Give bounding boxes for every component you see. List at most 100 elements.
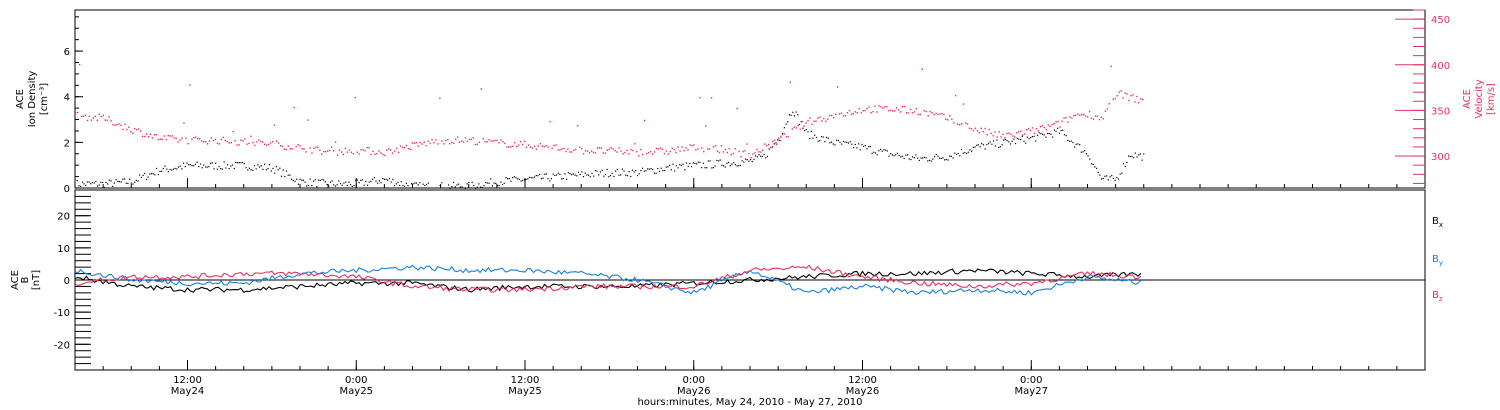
velocity-point <box>726 151 729 154</box>
velocity-point <box>199 138 201 140</box>
density-point <box>1038 132 1040 134</box>
density-point <box>1031 136 1034 138</box>
date-tick-label-4: May26 <box>846 386 879 397</box>
density-point <box>1106 175 1108 177</box>
density-point <box>493 182 495 184</box>
density-point <box>841 143 843 145</box>
velocity-point <box>628 153 630 155</box>
velocity-point <box>439 97 441 99</box>
density-point <box>638 173 640 175</box>
velocity-point <box>139 130 142 132</box>
density-point <box>793 115 796 117</box>
velocity-point <box>1018 131 1020 133</box>
velocity-point <box>1010 133 1012 135</box>
density-point <box>697 161 699 163</box>
velocity-point <box>630 148 632 151</box>
velocity-point <box>622 153 624 155</box>
velocity-point <box>945 118 947 121</box>
density-point <box>405 182 407 185</box>
date-tick-label-0: May24 <box>171 386 204 397</box>
velocity-point <box>541 145 543 147</box>
velocity-point <box>531 147 534 149</box>
density-point <box>736 165 738 167</box>
density-point <box>439 184 441 187</box>
velocity-point <box>937 113 939 116</box>
density-point <box>731 163 733 165</box>
density-point <box>704 167 706 169</box>
velocity-point <box>632 149 634 152</box>
velocity-point <box>744 150 746 152</box>
density-point <box>328 185 330 187</box>
density-point <box>804 129 806 132</box>
density-point <box>329 181 332 183</box>
density-point <box>220 167 222 170</box>
velocity-point <box>167 134 169 137</box>
density-point <box>208 166 210 168</box>
density-point <box>451 186 453 188</box>
density-point <box>606 168 608 171</box>
time-tick-label-1: 0:00 <box>345 375 367 386</box>
velocity-point <box>297 143 299 146</box>
velocity-point <box>116 124 118 126</box>
legend-bx-label: B <box>1432 216 1439 227</box>
velocity-point <box>913 111 916 113</box>
density-point <box>1020 138 1022 141</box>
density-point <box>198 166 200 168</box>
velocity-point <box>941 112 943 115</box>
density-point <box>1077 143 1079 145</box>
velocity-point <box>636 151 638 153</box>
density-point <box>895 154 897 156</box>
density-point <box>1013 138 1015 140</box>
field-series-by <box>74 264 1142 296</box>
velocity-point <box>935 112 937 115</box>
velocity-point <box>130 130 132 133</box>
velocity-point <box>405 144 408 147</box>
velocity-point <box>584 150 587 152</box>
velocity-point <box>403 147 406 149</box>
velocity-point <box>264 143 266 145</box>
velocity-point <box>927 115 929 117</box>
velocity-point <box>356 151 358 153</box>
density-point <box>620 174 622 176</box>
velocity-point <box>791 128 794 130</box>
density-point <box>923 156 926 159</box>
density-point <box>652 168 654 171</box>
density-point <box>758 154 760 156</box>
density-point <box>928 159 931 162</box>
density-point <box>825 136 828 138</box>
velocity-point <box>929 110 931 113</box>
density-point <box>154 174 156 176</box>
density-point <box>881 150 883 152</box>
velocity-point <box>397 151 400 154</box>
velocity-point <box>275 140 278 142</box>
density-point <box>566 178 568 180</box>
density-point <box>88 181 90 183</box>
density-point <box>653 172 656 174</box>
velocity-point <box>250 135 252 138</box>
velocity-point <box>523 140 526 143</box>
density-point <box>127 182 129 184</box>
velocity-point <box>878 105 880 107</box>
velocity-point <box>1016 132 1018 134</box>
velocity-point <box>716 150 719 153</box>
legend-by-label: B <box>1432 254 1439 265</box>
density-point <box>950 155 953 157</box>
density-point <box>404 185 406 187</box>
density-point <box>1094 166 1096 168</box>
density-point <box>726 162 728 164</box>
velocity-point <box>787 136 790 138</box>
velocity-point <box>612 148 614 150</box>
velocity-point <box>480 88 482 90</box>
velocity-point <box>417 145 419 147</box>
velocity-point <box>529 146 532 148</box>
velocity-point <box>382 153 384 156</box>
velocity-point <box>238 144 240 146</box>
density-point <box>471 181 473 184</box>
density-point <box>1143 153 1145 155</box>
density-point <box>447 184 450 186</box>
density-point <box>291 178 293 180</box>
density-point <box>972 146 974 148</box>
velocity-point <box>720 145 723 147</box>
density-point <box>1014 142 1017 145</box>
density-point <box>235 161 237 164</box>
